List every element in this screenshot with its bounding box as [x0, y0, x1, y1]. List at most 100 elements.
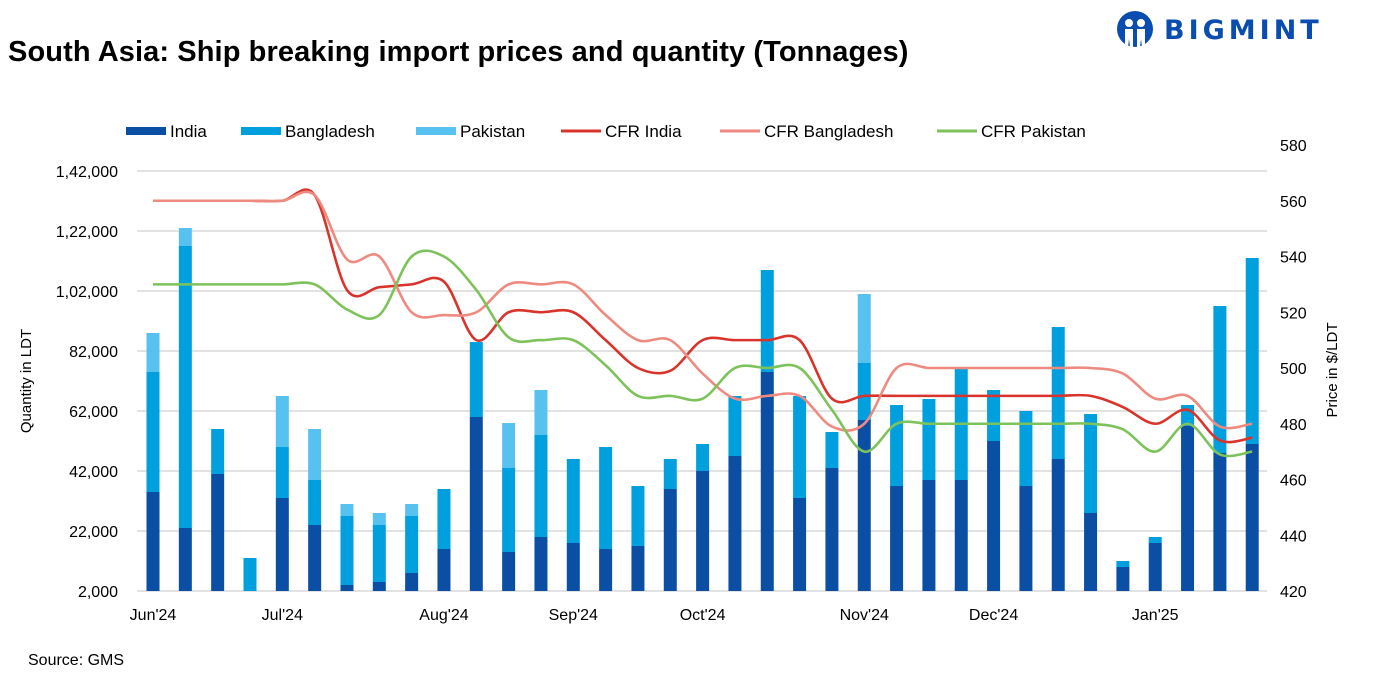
y-axis-label: Quantity in LDT	[18, 329, 35, 433]
right-axis-ticks: 420 440 460 480 500 520 540 560 580	[1280, 138, 1307, 601]
bar-pakistan	[534, 390, 548, 435]
y-tick-label: 1,22,000	[56, 224, 118, 241]
bar-bangladesh	[1148, 537, 1162, 543]
bar-bangladesh	[502, 468, 516, 552]
bar-india	[437, 549, 451, 591]
bar-india	[987, 441, 1001, 591]
x-tick-label: Dec'24	[969, 607, 1018, 624]
bar-india	[1181, 426, 1195, 591]
bar-bangladesh	[275, 447, 289, 498]
bar-bangladesh	[178, 246, 192, 528]
bar-india	[372, 582, 386, 591]
bar-bangladesh	[534, 435, 548, 537]
y-tick-label: 42,000	[69, 464, 118, 481]
bar-bangladesh	[696, 444, 710, 471]
bar-bangladesh	[793, 396, 807, 498]
bar-pakistan	[502, 423, 516, 468]
legend-label: CFR Bangladesh	[764, 122, 893, 141]
bar-bangladesh	[987, 390, 1001, 441]
legend-item: CFR Pakistan	[937, 122, 1086, 141]
y-tick-label: 1,42,000	[56, 164, 118, 181]
bars	[146, 228, 1259, 591]
y-tick-label: 62,000	[69, 404, 118, 421]
bar-india	[793, 498, 807, 591]
bar-india	[631, 546, 645, 591]
left-axis-ticks: 2,000 22,000 42,000 62,000 82,000 1,02,000 1,2…	[56, 164, 118, 601]
bar-bangladesh	[372, 525, 386, 582]
legend-swatch	[416, 127, 456, 135]
y2-tick-label: 420	[1280, 584, 1307, 601]
bar-bangladesh	[566, 459, 580, 543]
bar-bangladesh	[1084, 414, 1098, 513]
line-cfr-india	[153, 188, 1253, 444]
bar-bangladesh	[146, 372, 160, 492]
bar-india	[825, 468, 839, 591]
bar-bangladesh	[1213, 306, 1227, 453]
y-tick-label: 1,02,000	[56, 284, 118, 301]
bar-bangladesh	[857, 363, 871, 420]
legend-item: Pakistan	[416, 122, 525, 141]
y2-tick-label: 520	[1280, 305, 1307, 322]
logo-text: BIGMINT	[1164, 14, 1323, 46]
x-tick-label: Sep'24	[549, 607, 598, 624]
y2-axis-label: Price in $/LDT	[1324, 322, 1341, 417]
bar-india	[696, 471, 710, 591]
bar-india	[211, 474, 225, 591]
x-tick-label: Oct'24	[680, 607, 726, 624]
legend-label: Pakistan	[460, 122, 525, 141]
bar-pakistan	[178, 228, 192, 246]
bar-india	[1051, 459, 1065, 591]
bar-bangladesh	[211, 429, 225, 474]
bar-pakistan	[340, 504, 354, 516]
y2-tick-label: 540	[1280, 250, 1307, 267]
bar-bangladesh	[405, 516, 419, 573]
bar-india	[1084, 513, 1098, 591]
legend: India Bangladesh Pakistan CFR India CFR Bang…	[126, 122, 1086, 141]
logo-people-icon	[1117, 11, 1153, 47]
bar-pakistan	[308, 429, 322, 480]
y2-tick-label: 460	[1280, 473, 1307, 490]
x-tick-label: Jan'25	[1132, 607, 1179, 624]
bar-bangladesh	[599, 447, 613, 549]
bar-india	[502, 552, 516, 591]
bar-india	[857, 420, 871, 591]
x-axis-ticks: Jun'24 Jul'24 Aug'24 Sep'24 Oct'24 Nov'24 Dec'…	[130, 607, 1179, 624]
bar-india	[340, 585, 354, 591]
bar-india	[566, 543, 580, 591]
bar-pakistan	[857, 294, 871, 363]
bar-bangladesh	[340, 516, 354, 585]
bar-india	[760, 372, 774, 591]
bar-bangladesh	[663, 459, 677, 489]
bar-india	[728, 456, 742, 591]
bar-bangladesh	[1019, 411, 1033, 486]
bar-india	[1245, 444, 1259, 591]
bar-bangladesh	[728, 396, 742, 456]
bar-pakistan	[146, 333, 160, 372]
bar-india	[1019, 486, 1033, 591]
bigmint-logo: BIGMINT	[1116, 10, 1323, 50]
legend-swatch	[241, 127, 281, 135]
bar-india	[178, 528, 192, 591]
y2-tick-label: 480	[1280, 417, 1307, 434]
legend-label: India	[170, 122, 207, 141]
bar-india	[1148, 543, 1162, 591]
y2-tick-label: 500	[1280, 361, 1307, 378]
y-tick-label: 82,000	[69, 344, 118, 361]
bar-bangladesh	[1116, 561, 1130, 567]
x-tick-label: Jun'24	[130, 607, 177, 624]
bar-india	[146, 492, 160, 591]
bar-bangladesh	[308, 480, 322, 525]
bar-india	[1116, 567, 1130, 591]
bar-bangladesh	[437, 489, 451, 549]
bar-india	[308, 525, 322, 591]
line-cfr-bangladesh	[153, 190, 1253, 432]
y-tick-label: 2,000	[78, 584, 118, 601]
price-lines	[153, 188, 1253, 458]
chart-title: South Asia: Ship breaking import prices …	[8, 36, 909, 68]
bar-india	[1213, 453, 1227, 591]
bar-india	[954, 480, 968, 591]
x-tick-label: Jul'24	[262, 607, 303, 624]
bar-india	[663, 489, 677, 591]
bar-bangladesh	[469, 342, 483, 417]
